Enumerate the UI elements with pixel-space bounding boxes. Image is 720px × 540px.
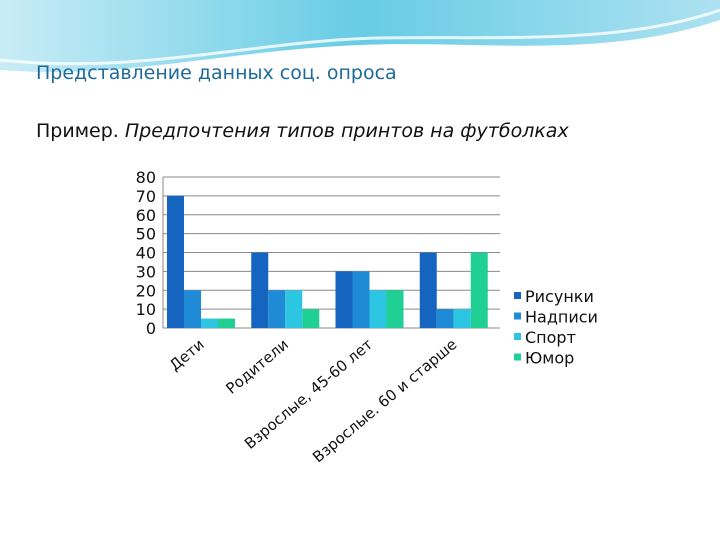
legend-swatch: [514, 353, 521, 361]
legend-swatch: [514, 312, 521, 320]
y-tick-label: 80: [136, 168, 156, 187]
x-tick-label: Дети: [166, 335, 208, 374]
x-tick-label: Родители: [222, 335, 292, 397]
y-tick-label: 10: [136, 300, 156, 319]
bar: [184, 290, 201, 328]
bar: [386, 290, 404, 328]
subtitle-italic: Предпочтения типов принтов на футболках: [124, 120, 569, 142]
bar: [470, 252, 488, 328]
bar: [251, 252, 269, 328]
y-tick-label: 40: [136, 244, 156, 263]
legend-label: Юмор: [525, 349, 574, 368]
bar: [352, 271, 370, 328]
bar: [436, 309, 454, 328]
bar: [218, 318, 235, 328]
legend-label: Рисунки: [525, 287, 594, 306]
bar: [335, 271, 353, 328]
x-tick-label: Взрослые. 60 и старше: [309, 335, 460, 466]
y-tick-label: 50: [136, 225, 156, 244]
bar: [167, 195, 184, 328]
legend-label: Надписи: [525, 308, 598, 327]
subtitle-prefix: Пример.: [36, 120, 125, 142]
header-wave-line: [0, 8, 720, 66]
bar: [302, 309, 320, 328]
legend-label: Спорт: [525, 328, 576, 347]
y-tick-label: 60: [136, 206, 156, 225]
subtitle: Пример. Предпочтения типов принтов на фу…: [36, 120, 569, 142]
bar: [369, 290, 387, 328]
header-wave: [0, 0, 720, 73]
y-tick-label: 20: [136, 281, 156, 300]
bar: [201, 318, 218, 328]
slide-title: Представление данных соц. опроса: [36, 62, 397, 84]
y-tick-label: 0: [146, 319, 156, 338]
bar: [453, 309, 471, 328]
y-tick-label: 30: [136, 262, 156, 281]
y-tick-label: 70: [136, 187, 156, 206]
legend-swatch: [514, 333, 521, 340]
bar: [268, 290, 286, 328]
legend-swatch: [514, 292, 521, 299]
bar: [285, 290, 303, 328]
bar: [419, 252, 437, 328]
